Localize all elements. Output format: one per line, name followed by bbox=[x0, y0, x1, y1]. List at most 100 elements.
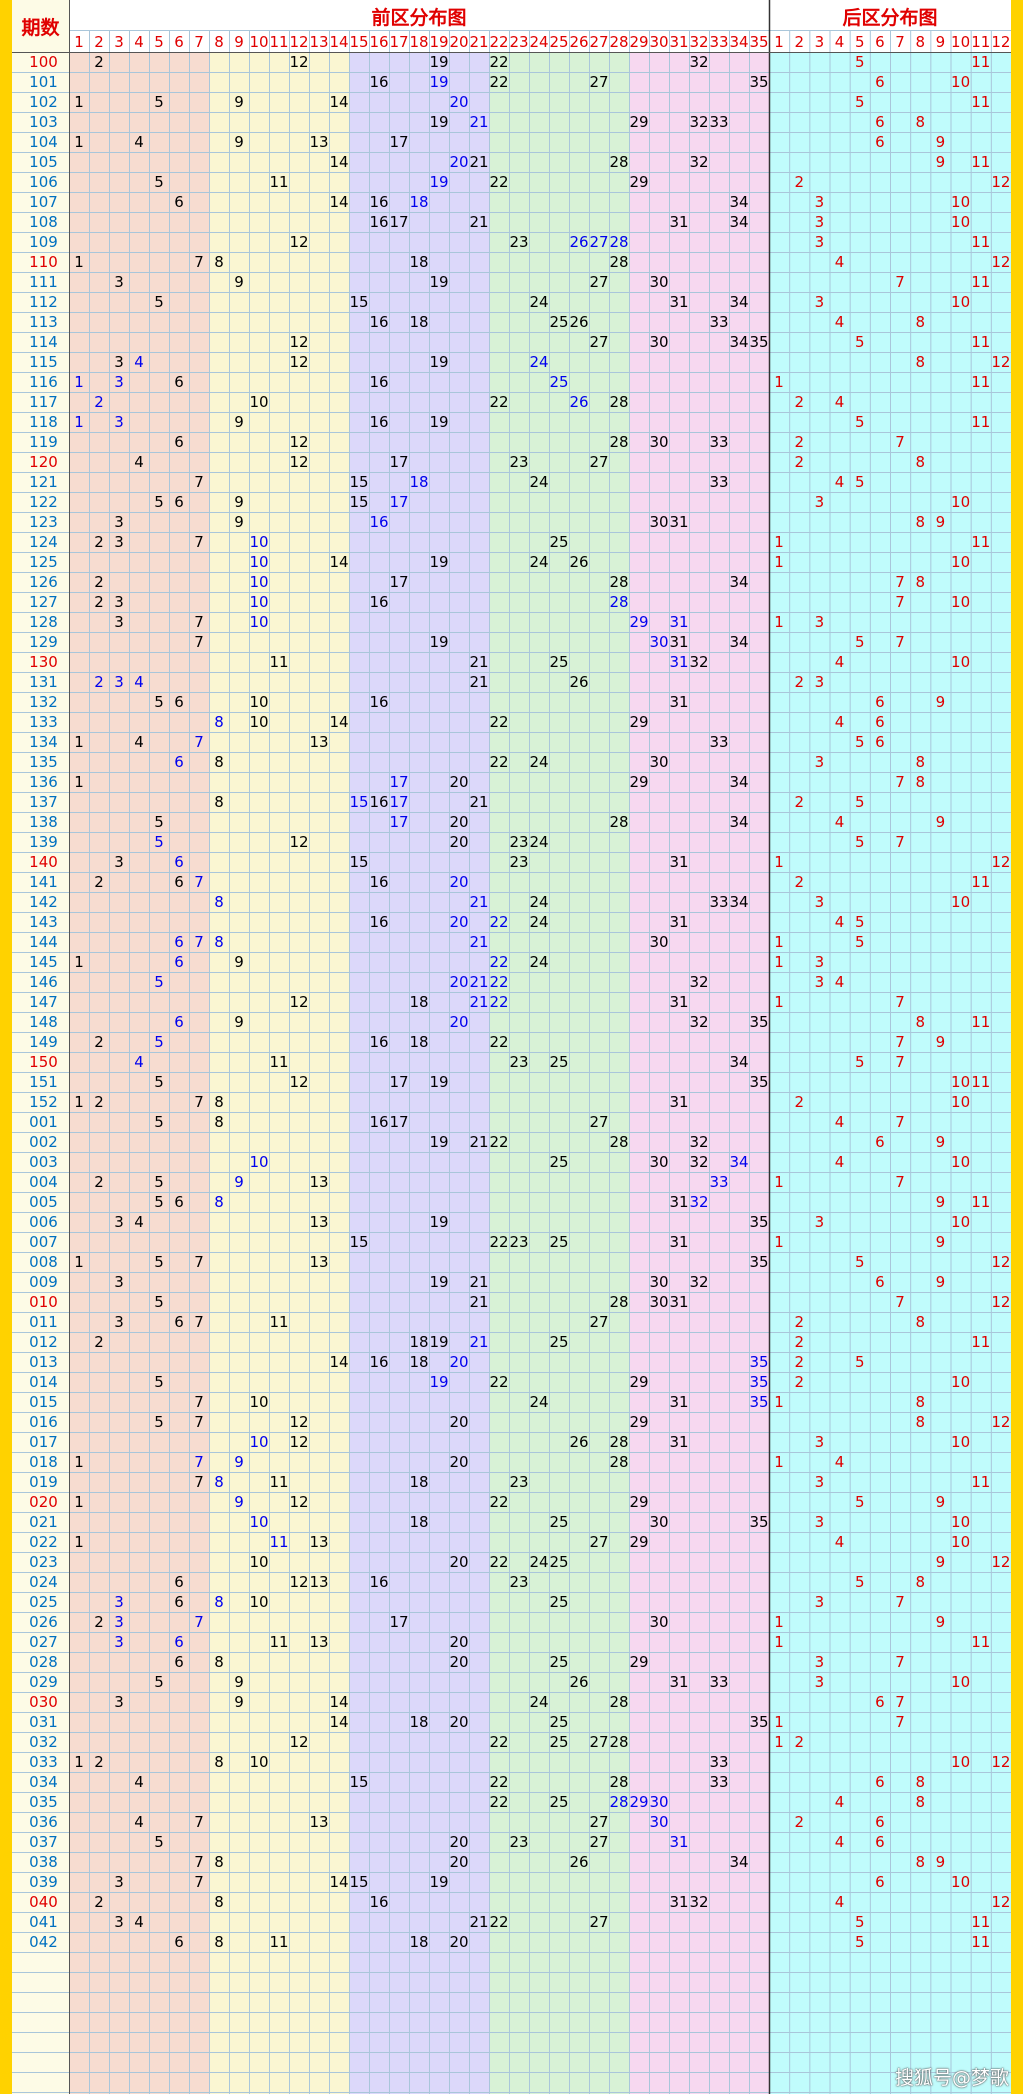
front-column-header: 23 bbox=[509, 33, 528, 51]
front-column-header: 11 bbox=[269, 33, 288, 51]
front-column-header: 8 bbox=[214, 33, 224, 51]
front-number: 8 bbox=[214, 933, 224, 951]
front-number: 28 bbox=[609, 1733, 628, 1751]
front-number: 31 bbox=[669, 213, 688, 231]
front-number: 14 bbox=[329, 713, 348, 731]
front-number: 3 bbox=[114, 1313, 124, 1331]
front-number: 5 bbox=[154, 833, 164, 851]
front-number: 29 bbox=[629, 1533, 648, 1551]
front-column-header: 27 bbox=[589, 33, 608, 51]
back-number: 8 bbox=[915, 573, 925, 591]
front-number: 11 bbox=[269, 1313, 288, 1331]
front-number: 18 bbox=[409, 1513, 428, 1531]
front-number: 20 bbox=[449, 1833, 468, 1851]
issue-number: 140 bbox=[29, 853, 58, 871]
front-number: 8 bbox=[214, 1113, 224, 1131]
front-number: 32 bbox=[689, 1893, 708, 1911]
issue-number: 145 bbox=[29, 953, 58, 971]
back-number: 5 bbox=[855, 53, 865, 71]
issue-number: 039 bbox=[29, 1873, 58, 1891]
issue-number: 129 bbox=[29, 633, 58, 651]
front-number: 28 bbox=[609, 433, 628, 451]
back-zone-title: 后区分布图 bbox=[842, 6, 937, 29]
back-number: 1 bbox=[774, 1173, 784, 1191]
front-number: 13 bbox=[309, 733, 328, 751]
back-number: 10 bbox=[951, 553, 970, 571]
front-number: 24 bbox=[529, 753, 548, 771]
front-number: 18 bbox=[409, 1933, 428, 1951]
front-number: 19 bbox=[429, 553, 448, 571]
front-number: 28 bbox=[609, 593, 628, 611]
front-number: 35 bbox=[749, 1393, 768, 1411]
back-number: 10 bbox=[951, 1873, 970, 1891]
front-number: 31 bbox=[669, 1433, 688, 1451]
front-number: 33 bbox=[709, 1753, 728, 1771]
front-number: 21 bbox=[469, 993, 488, 1011]
front-number: 1 bbox=[74, 733, 84, 751]
front-number: 31 bbox=[669, 653, 688, 671]
back-column-header: 1 bbox=[774, 33, 784, 51]
back-number: 11 bbox=[971, 1013, 990, 1031]
back-number: 11 bbox=[971, 1633, 990, 1651]
front-number: 21 bbox=[469, 793, 488, 811]
back-number: 5 bbox=[855, 1253, 865, 1271]
front-number: 19 bbox=[429, 113, 448, 131]
issue-number: 017 bbox=[29, 1433, 58, 1451]
front-number: 20 bbox=[449, 813, 468, 831]
back-number: 12 bbox=[991, 253, 1010, 271]
front-number: 18 bbox=[409, 1353, 428, 1371]
front-column-header: 12 bbox=[289, 33, 308, 51]
front-number: 16 bbox=[369, 1113, 388, 1131]
front-number: 3 bbox=[114, 1913, 124, 1931]
front-number: 15 bbox=[349, 1233, 368, 1251]
front-number: 32 bbox=[689, 1153, 708, 1171]
issue-number: 016 bbox=[29, 1413, 58, 1431]
front-number: 34 bbox=[729, 813, 748, 831]
issue-header-label: 期数 bbox=[21, 16, 60, 39]
back-number: 4 bbox=[835, 473, 845, 491]
front-number: 1 bbox=[74, 1533, 84, 1551]
issue-number: 002 bbox=[29, 1133, 58, 1151]
back-number: 9 bbox=[936, 1273, 946, 1291]
front-number: 25 bbox=[549, 1333, 568, 1351]
front-number: 21 bbox=[469, 213, 488, 231]
front-number: 9 bbox=[234, 1173, 244, 1191]
back-number: 6 bbox=[875, 1693, 885, 1711]
front-number: 33 bbox=[709, 1773, 728, 1791]
front-number: 7 bbox=[194, 253, 204, 271]
front-number: 12 bbox=[289, 333, 308, 351]
front-number: 31 bbox=[669, 1673, 688, 1691]
front-number: 22 bbox=[489, 73, 508, 91]
front-number: 10 bbox=[249, 1513, 268, 1531]
front-number: 4 bbox=[134, 133, 144, 151]
issue-number: 106 bbox=[29, 173, 58, 191]
front-number: 23 bbox=[509, 1573, 528, 1591]
front-number: 31 bbox=[669, 1093, 688, 1111]
issue-number: 152 bbox=[29, 1093, 58, 1111]
back-number: 4 bbox=[835, 313, 845, 331]
front-number: 7 bbox=[194, 633, 204, 651]
front-number: 28 bbox=[609, 153, 628, 171]
front-number: 1 bbox=[74, 373, 84, 391]
front-number: 23 bbox=[509, 1833, 528, 1851]
front-number: 6 bbox=[174, 1193, 184, 1211]
back-number: 10 bbox=[951, 653, 970, 671]
front-number: 9 bbox=[234, 273, 244, 291]
front-number: 3 bbox=[114, 673, 124, 691]
front-number: 24 bbox=[529, 833, 548, 851]
back-number: 6 bbox=[875, 1273, 885, 1291]
issue-number: 018 bbox=[29, 1453, 58, 1471]
front-number: 29 bbox=[629, 1413, 648, 1431]
front-number: 18 bbox=[409, 473, 428, 491]
back-number: 11 bbox=[971, 1193, 990, 1211]
back-number: 8 bbox=[915, 113, 925, 131]
front-number: 32 bbox=[689, 1013, 708, 1031]
front-number: 24 bbox=[529, 893, 548, 911]
front-number: 26 bbox=[569, 1853, 588, 1871]
back-number: 7 bbox=[895, 573, 905, 591]
back-number: 11 bbox=[971, 153, 990, 171]
back-number: 8 bbox=[915, 1413, 925, 1431]
back-number: 9 bbox=[936, 1193, 946, 1211]
front-number: 8 bbox=[214, 753, 224, 771]
back-number: 6 bbox=[875, 1873, 885, 1891]
